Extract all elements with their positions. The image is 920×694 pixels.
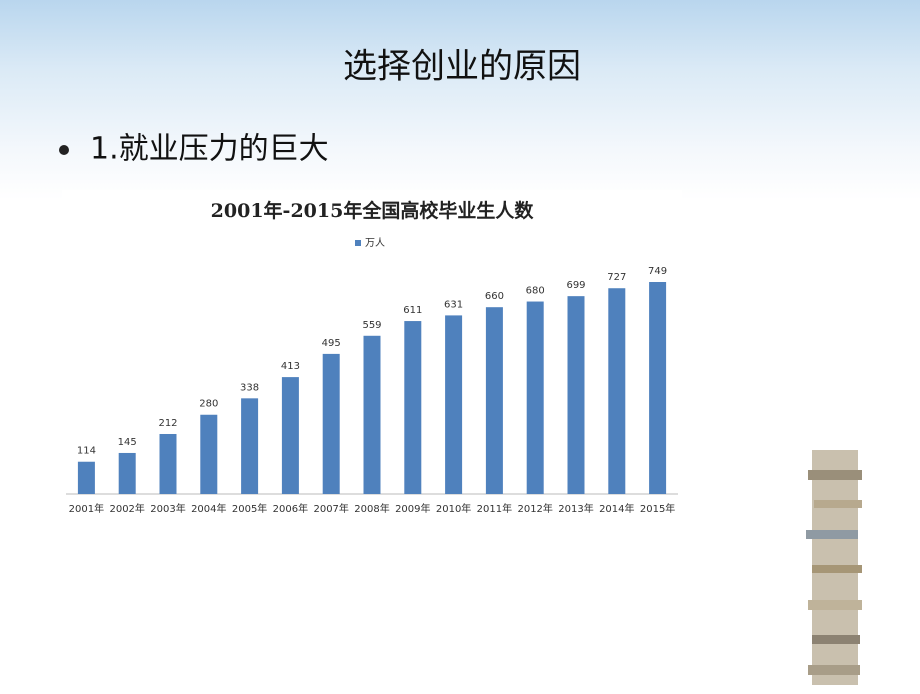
bar [445,315,463,494]
bar [608,288,626,494]
x-tick-label: 2001年 [69,502,104,515]
bar [281,377,299,494]
bar [485,307,503,494]
data-label: 280 [199,399,218,410]
bullet-dot [59,145,69,155]
slide-title: 选择创业的原因 [343,47,581,87]
x-tick-label: 2008年 [354,502,389,515]
data-label: 114 [77,446,96,457]
x-tick-label: 2012年 [517,502,552,515]
bar [363,335,381,494]
chart-title: 2001年-2015年全国高校毕业生人数 [211,199,535,222]
x-tick-label: 2010年 [436,502,471,515]
x-tick-label: 2013年 [558,502,593,515]
bar [241,398,259,494]
bar [200,414,218,494]
data-label: 699 [566,280,585,291]
bar [118,452,136,494]
x-tick-label: 2014年 [599,502,634,515]
data-label: 631 [444,299,463,310]
x-tick-label: 2015年 [640,502,675,515]
x-tick-label: 2006年 [273,502,308,515]
x-tick-label: 2003年 [150,502,185,515]
x-tick-label: 2011年 [477,502,512,515]
x-tick-label: 2009年 [395,502,430,515]
data-label: 559 [362,320,381,331]
data-label: 212 [158,418,177,429]
bar [649,282,667,494]
bar [77,461,95,494]
data-label: 611 [403,305,422,316]
legend-swatch [355,240,361,246]
legend-label: 万人 [365,237,385,249]
x-tick-label: 2004年 [191,502,226,515]
data-label: 660 [485,291,504,302]
data-label: 145 [118,437,137,448]
bar [159,433,177,494]
data-label: 413 [281,361,300,372]
data-label: 749 [648,266,667,277]
data-label: 727 [607,272,626,283]
x-tick-label: 2002年 [109,502,144,515]
data-label: 680 [526,286,545,297]
bar [322,353,340,494]
x-tick-label: 2005年 [232,502,267,515]
x-tick-label: 2007年 [313,502,348,515]
book-stack [806,450,862,685]
bar [404,321,422,494]
data-label: 495 [322,338,341,349]
bar [526,301,544,494]
bullet-text: 1.就业压力的巨大 [90,132,329,167]
bar [567,296,585,494]
data-label: 338 [240,382,259,393]
